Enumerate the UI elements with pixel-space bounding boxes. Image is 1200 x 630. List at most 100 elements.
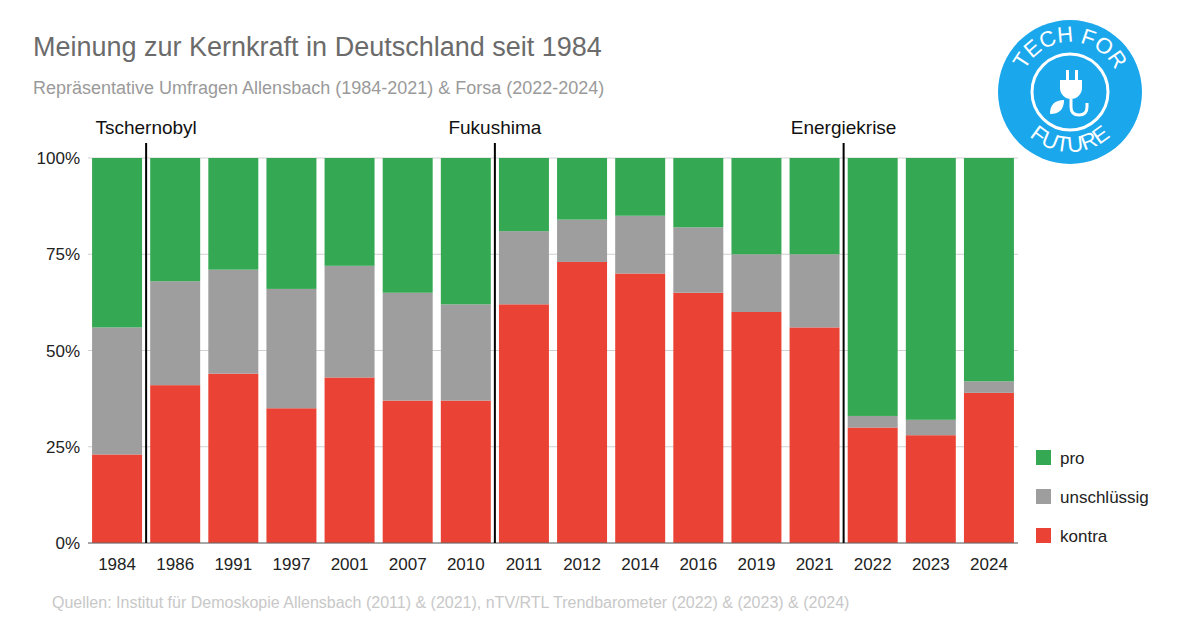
bar-segment — [615, 216, 665, 274]
bar-segment — [383, 293, 433, 401]
event-line — [145, 143, 147, 543]
x-tick-label: 2016 — [679, 555, 717, 574]
bar-segment — [848, 416, 898, 428]
event-line — [843, 143, 845, 543]
logo-icon — [1060, 80, 1082, 99]
legend-label: kontra — [1060, 527, 1108, 546]
bar-segment — [499, 304, 549, 543]
logo-icon — [1071, 99, 1087, 115]
y-tick-label: 75% — [46, 245, 80, 264]
bar-segment — [557, 220, 607, 262]
bar-segment — [383, 401, 433, 543]
source: Quellen: Institut für Demoskopie Allensb… — [52, 594, 849, 611]
x-tick-label: 1986 — [156, 555, 194, 574]
x-tick-label: 1984 — [98, 555, 136, 574]
bar-segment — [92, 327, 142, 454]
bar-segment — [441, 304, 491, 400]
y-tick-label: 50% — [46, 342, 80, 361]
x-tick-label: 2007 — [389, 555, 427, 574]
background — [0, 0, 1200, 630]
annotation: Energiekrise — [791, 117, 897, 138]
logo-icon — [1075, 70, 1078, 80]
event-line — [494, 143, 496, 543]
bar-segment — [383, 158, 433, 293]
bar-segment — [325, 266, 375, 378]
annotation: Fukushima — [448, 117, 541, 138]
logo: TECH FOR FUTURE — [998, 20, 1142, 164]
x-tick-label: 2012 — [563, 555, 601, 574]
grid — [88, 158, 1018, 543]
bar-segment — [906, 420, 956, 435]
bar-segment — [848, 428, 898, 544]
bar-segment — [906, 435, 956, 543]
x-tick-label: 2023 — [912, 555, 950, 574]
title: Meinung zur Kernkraft in Deutschland sei… — [33, 32, 602, 62]
bar-segment — [673, 227, 723, 292]
x-axis — [88, 543, 1018, 544]
x-tick-label: 1997 — [273, 555, 311, 574]
x-tick-label: 2019 — [738, 555, 776, 574]
y-tick-label: 100% — [37, 149, 80, 168]
bar-segment — [964, 393, 1014, 543]
bar-segment — [964, 158, 1014, 381]
x-tick-label: 1991 — [214, 555, 252, 574]
bar-segment — [557, 158, 607, 220]
bar-segment — [150, 281, 200, 385]
x-tick-label: 2021 — [796, 555, 834, 574]
logo-text: FUTURE — [1026, 120, 1114, 157]
legend: pro unschlüssig kontra — [1036, 449, 1149, 546]
subtitle: Repräsentative Umfragen Allensbach (1984… — [33, 78, 604, 98]
x-tick-label: 2024 — [970, 555, 1008, 574]
x-tick-label: 2011 — [506, 555, 543, 574]
y-tick-label: 0% — [55, 534, 80, 553]
bar-segment — [208, 270, 258, 374]
legend-label: pro — [1060, 449, 1085, 468]
bar-segment — [266, 289, 316, 408]
x-tick-label: 2001 — [331, 555, 369, 574]
bar-segment — [848, 158, 898, 416]
bar-segment — [499, 158, 549, 231]
bar-segment — [731, 312, 781, 543]
bar-segment — [673, 158, 723, 227]
logo-icon — [1050, 100, 1064, 114]
bar-segment — [731, 158, 781, 254]
x-tick-label: 2010 — [447, 555, 485, 574]
bar-segment — [964, 381, 1014, 393]
bar-segment — [790, 327, 840, 543]
bar-segment — [906, 158, 956, 420]
grid-line — [88, 543, 1018, 544]
bar-segment — [731, 254, 781, 312]
bar-segment — [673, 293, 723, 543]
bar-segment — [615, 274, 665, 544]
logo-circle — [998, 20, 1142, 164]
logo-ring — [1032, 54, 1108, 130]
legend-swatch — [1036, 450, 1051, 465]
legend-swatch — [1036, 528, 1051, 543]
bar-segment — [208, 158, 258, 270]
bar-segment — [266, 408, 316, 543]
bar-segment — [325, 158, 375, 266]
bar-segment — [557, 262, 607, 543]
bar-segment — [615, 158, 665, 216]
annotation: Tschernobyl — [95, 117, 196, 138]
bar-segment — [266, 158, 316, 289]
bar-segment — [325, 377, 375, 543]
bar-segment — [208, 374, 258, 543]
bar-segment — [150, 385, 200, 543]
logo-icon — [1066, 70, 1069, 80]
bar-segment — [441, 401, 491, 543]
chart: Meinung zur Kernkraft in Deutschland sei… — [0, 0, 1200, 630]
legend-label: unschlüssig — [1060, 488, 1149, 507]
x-tick-label: 2022 — [854, 555, 892, 574]
bar-segment — [499, 231, 549, 304]
x-tick-label: 2014 — [621, 555, 659, 574]
bar-segment — [92, 454, 142, 543]
logo-text: TECH FOR — [1008, 22, 1132, 73]
bar-segment — [790, 254, 840, 327]
bar-segment — [441, 158, 491, 304]
bar-segment — [92, 158, 142, 327]
bar-segment — [150, 158, 200, 281]
y-tick-label: 25% — [46, 438, 80, 457]
bar-segment — [790, 158, 840, 254]
legend-swatch — [1036, 489, 1051, 504]
